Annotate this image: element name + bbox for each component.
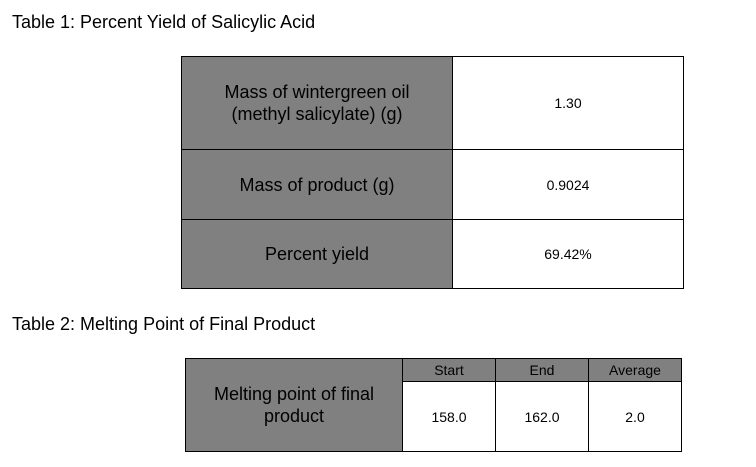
row-value: 1.30	[452, 56, 684, 150]
label-line: Mass of wintergreen oil	[224, 82, 410, 102]
percent-yield-table: Mass of wintergreen oil (methyl salicylat…	[181, 56, 684, 289]
row-label: Mass of product (g)	[181, 149, 453, 220]
header-start: Start	[402, 358, 496, 382]
header-end: End	[495, 358, 589, 382]
table2-caption: Table 2: Melting Point of Final Product	[12, 314, 316, 334]
table-row: Mass of product (g) 0.9024	[181, 149, 684, 220]
value-start: 158.0	[402, 381, 496, 452]
label-line: Melting point of final	[213, 384, 375, 404]
row-value: 0.9024	[452, 149, 684, 220]
header-average: Average	[588, 358, 682, 382]
row-value: 69.42%	[452, 219, 684, 289]
table1-caption: Table 1: Percent Yield of Salicylic Acid	[12, 12, 316, 32]
row-label: Mass of wintergreen oil (methyl salicylat…	[181, 56, 453, 150]
row-label: Percent yield	[181, 219, 453, 289]
value-end: 162.0	[495, 381, 589, 452]
table-row: 158.0 162.0 2.0	[186, 381, 682, 452]
header-row: Melting point of final product Start End …	[185, 358, 682, 452]
row-label: Melting point of final product	[185, 358, 403, 452]
melting-point-table: Melting point of final product Start End …	[185, 358, 682, 452]
table-row: Mass of wintergreen oil (methyl salicylat…	[181, 56, 684, 150]
label-line: product	[263, 406, 325, 426]
label-line: (methyl salicylate) (g)	[231, 104, 403, 124]
table-row: Percent yield 69.42%	[181, 219, 684, 289]
value-average: 2.0	[588, 381, 682, 452]
